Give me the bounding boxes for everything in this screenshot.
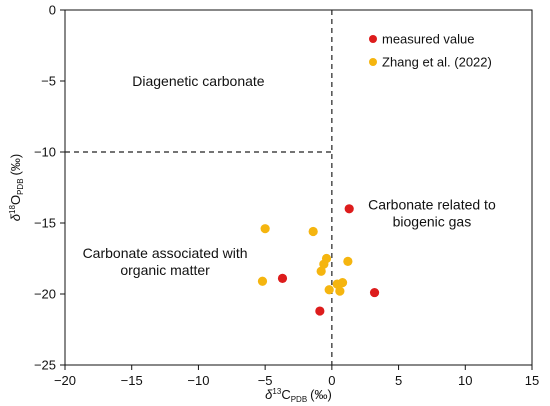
data-point-zhang xyxy=(316,266,326,276)
x-tick-label: 15 xyxy=(525,373,539,388)
x-axis-title: δ13CPDB (‰) xyxy=(265,387,332,404)
data-point-measured xyxy=(277,273,288,283)
region-label: Carbonate associated with organic matter xyxy=(83,245,248,278)
region-label-line: organic matter xyxy=(120,262,210,278)
region-label: Carbonate related to biogenic gas xyxy=(368,197,496,230)
axis-unit: (‰) xyxy=(310,387,332,402)
plot-frame xyxy=(64,9,533,366)
axis-superscript: 18 xyxy=(8,205,17,214)
y-axis-title: δ18OPDB (‰) xyxy=(8,154,25,221)
y-tick-label: −15 xyxy=(34,216,56,231)
x-tick-label: −15 xyxy=(121,373,143,388)
legend-label: measured value xyxy=(382,32,475,47)
data-point-measured xyxy=(315,306,325,316)
x-tick-label: 10 xyxy=(458,373,472,388)
data-point-measured xyxy=(369,287,380,298)
region-label-line: biogenic gas xyxy=(393,214,472,230)
data-point-zhang xyxy=(337,278,348,288)
axis-symbol: δ xyxy=(8,213,23,221)
legend: measured value Zhang et al. (2022) xyxy=(369,32,492,70)
data-point-zhang xyxy=(343,256,353,266)
axis-superscript: 13 xyxy=(272,387,281,396)
axes: −20 −15 −10 −5 0 5 10 150−5−10−15−20−25 xyxy=(34,3,539,389)
x-tick-label: 5 xyxy=(395,373,402,388)
y-tick-label: −20 xyxy=(34,287,56,302)
data-point-zhang xyxy=(308,226,318,237)
region-dividers xyxy=(65,10,333,365)
x-tick-label: −5 xyxy=(258,373,273,388)
axis-subscript: PDB xyxy=(291,395,307,404)
region-label-line: Carbonate related to xyxy=(368,197,496,213)
data-point-zhang xyxy=(319,259,329,269)
y-tick-label: 0 xyxy=(49,3,56,18)
x-tick-label: −20 xyxy=(54,373,76,388)
y-tick-label: −5 xyxy=(41,74,56,89)
legend-label: Zhang et al. (2022) xyxy=(382,55,492,70)
region-label-line: Diagenetic carbonate xyxy=(132,73,265,89)
region-label-line: Carbonate associated with xyxy=(83,245,248,261)
axis-element: O xyxy=(8,195,23,205)
data-point-zhang xyxy=(257,276,268,286)
data-point-zhang xyxy=(324,285,334,295)
legend-marker xyxy=(369,58,377,66)
data-point-measured xyxy=(344,204,354,214)
y-tick-label: −10 xyxy=(34,145,56,160)
axis-element: C xyxy=(281,387,290,402)
x-tick-label: −10 xyxy=(187,373,209,388)
axis-unit: (‰) xyxy=(8,154,23,176)
legend-marker xyxy=(369,35,377,43)
data-points xyxy=(257,204,380,316)
axis-title-text: δ13CPDB (‰) xyxy=(265,387,332,404)
axis-subscript: PDB xyxy=(16,178,25,194)
region-label: Diagenetic carbonate xyxy=(132,73,265,89)
y-tick-label: −25 xyxy=(34,358,56,373)
axis-symbol: δ xyxy=(265,387,273,402)
x-tick-label: 0 xyxy=(328,373,335,388)
data-point-zhang xyxy=(260,224,270,234)
region-annotations: Diagenetic carbonate Carbonate related to… xyxy=(83,73,496,278)
axis-title-text: δ18OPDB (‰) xyxy=(8,154,25,221)
data-point-zhang xyxy=(335,286,345,296)
